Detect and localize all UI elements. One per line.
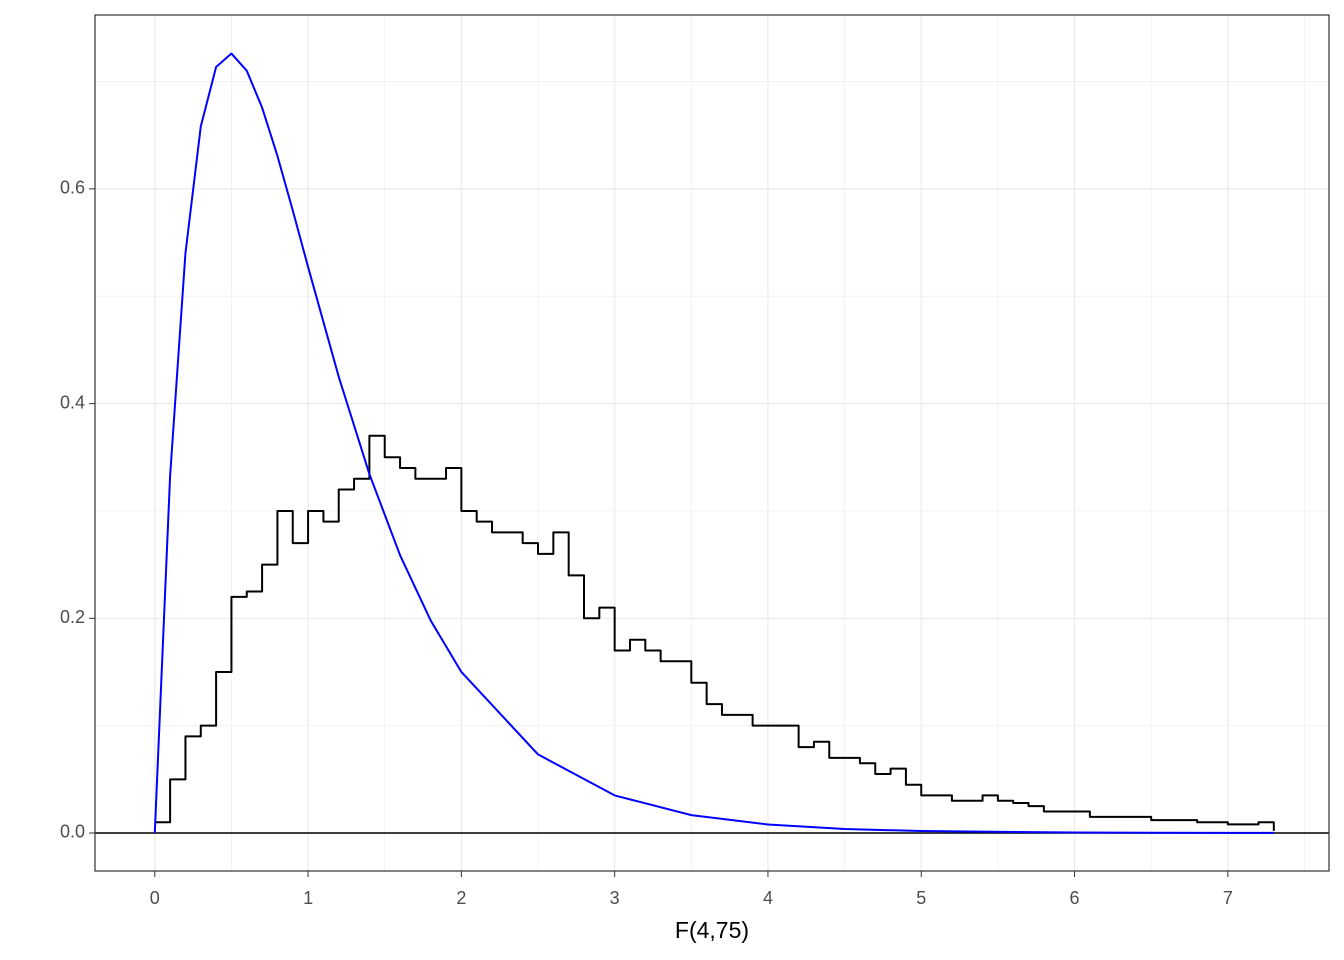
- x-tick-label: 0: [150, 888, 160, 908]
- x-axis-title: F(4,75): [675, 917, 749, 943]
- x-tick-label: 7: [1223, 888, 1233, 908]
- x-tick-label: 2: [456, 888, 466, 908]
- x-tick-label: 3: [610, 888, 620, 908]
- panel-border: [94, 14, 1330, 872]
- x-tick-label: 5: [916, 888, 926, 908]
- density-curve: [153, 52, 1274, 834]
- histogram-step: [154, 434, 1275, 831]
- x-tick-label: 4: [763, 888, 773, 908]
- y-tick-label: 0.2: [60, 607, 85, 627]
- y-tick-label: 0.4: [60, 392, 85, 412]
- y-tick-label: 0.0: [60, 822, 85, 842]
- x-tick-label: 6: [1070, 888, 1080, 908]
- x-tick-label: 1: [303, 888, 313, 908]
- y-tick-label: 0.6: [60, 178, 85, 198]
